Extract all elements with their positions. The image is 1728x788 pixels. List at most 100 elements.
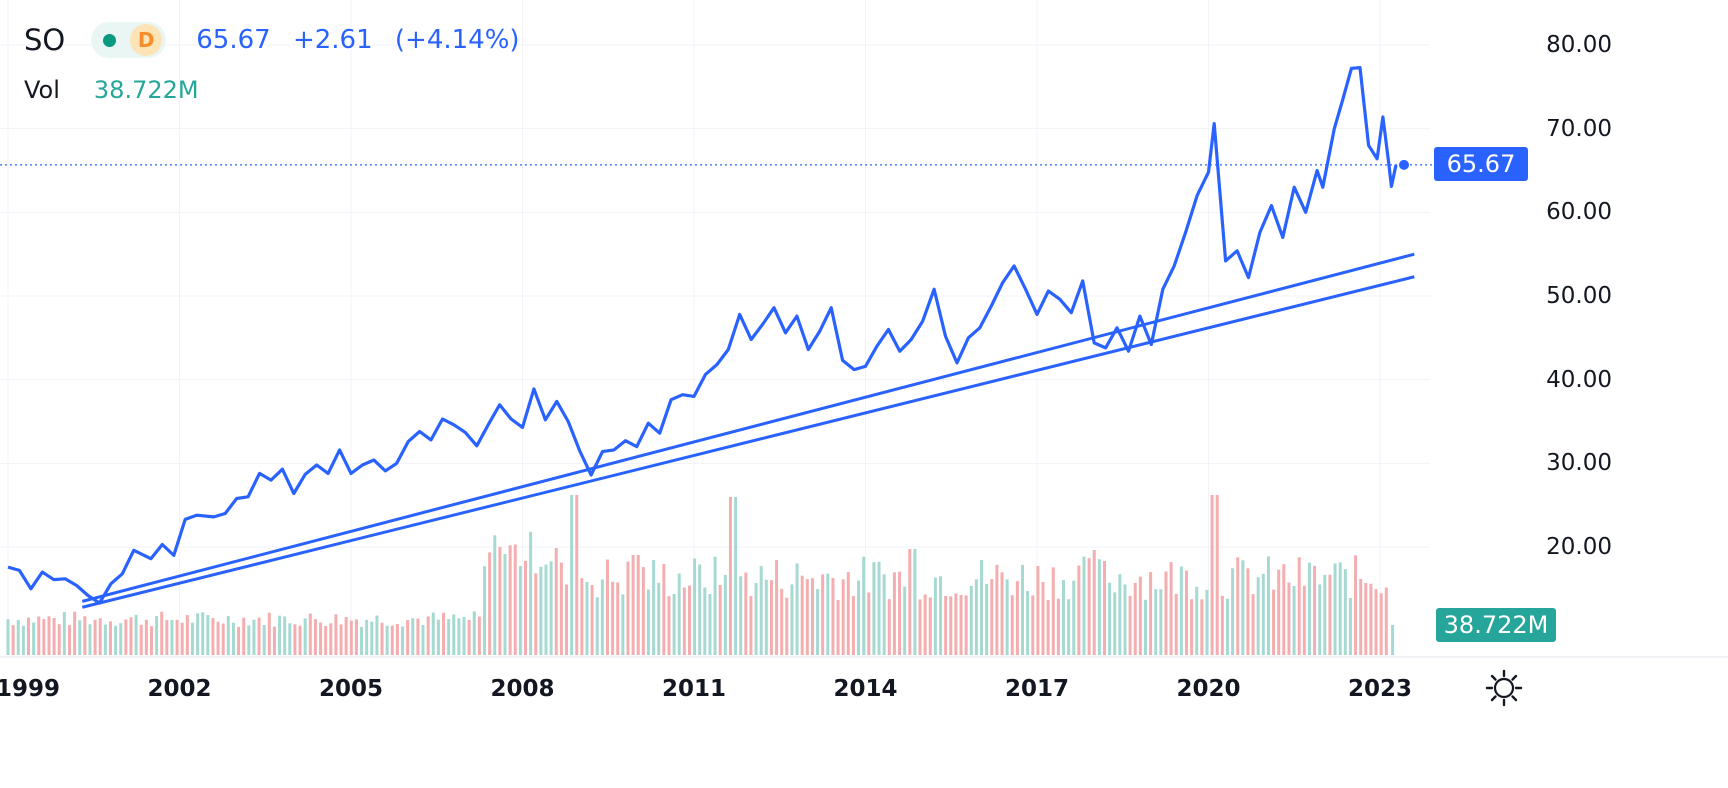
volume-bar bbox=[1297, 557, 1301, 655]
volume-bar bbox=[103, 624, 107, 655]
volume-bar bbox=[1251, 594, 1255, 655]
volume-bar bbox=[313, 619, 317, 655]
volume-bar bbox=[605, 559, 609, 655]
price-tick-label: 70.00 bbox=[1546, 115, 1612, 142]
volume-bar bbox=[913, 549, 917, 655]
volume-bar bbox=[544, 564, 548, 655]
volume-bar bbox=[431, 612, 435, 655]
volume-bar bbox=[1272, 589, 1276, 655]
price-tick-label: 40.00 bbox=[1546, 366, 1612, 393]
volume-bar bbox=[114, 625, 118, 655]
volume-bar bbox=[672, 593, 676, 655]
volume-bar bbox=[1174, 593, 1178, 655]
volume-bar bbox=[1200, 599, 1204, 655]
interval-badge[interactable]: D bbox=[130, 24, 163, 56]
volume-bar bbox=[462, 616, 466, 655]
volume-bar bbox=[37, 616, 41, 655]
volume-bar bbox=[872, 562, 876, 655]
volume-bar bbox=[196, 613, 200, 655]
ticker-symbol[interactable]: SO bbox=[24, 23, 66, 57]
volume-bar bbox=[892, 572, 896, 655]
volume-bar bbox=[1143, 599, 1147, 655]
price-tick-label: 60.00 bbox=[1546, 199, 1612, 226]
volume-bar bbox=[201, 612, 205, 655]
volume-bar bbox=[11, 625, 15, 655]
volume-bar bbox=[488, 552, 492, 655]
volume-bar bbox=[221, 623, 225, 655]
volume-bar bbox=[959, 594, 963, 655]
volume-bar bbox=[759, 566, 763, 655]
status-pill[interactable]: D bbox=[91, 22, 167, 58]
volume-bar bbox=[1041, 582, 1045, 655]
volume-bar bbox=[954, 593, 958, 655]
volume-bar bbox=[611, 581, 615, 655]
volume-bar bbox=[390, 625, 394, 655]
volume-bar bbox=[1000, 572, 1004, 655]
volume-bar bbox=[1102, 560, 1106, 655]
volume-bar bbox=[442, 612, 446, 655]
volume-bar bbox=[426, 616, 430, 655]
volume-bar bbox=[165, 619, 169, 655]
last-volume-badge: 38.722M bbox=[1436, 608, 1556, 642]
time-tick-label: 2014 bbox=[833, 676, 898, 702]
volume-bar bbox=[26, 617, 30, 655]
volume-bar bbox=[47, 616, 51, 655]
volume-bar bbox=[395, 624, 399, 655]
volume-bar bbox=[728, 497, 732, 655]
price-line bbox=[7, 66, 1398, 605]
volume-bar bbox=[903, 586, 907, 655]
volume-bar bbox=[626, 561, 630, 655]
volume-bar bbox=[1292, 585, 1296, 655]
volume-bar bbox=[882, 574, 886, 655]
volume-bar bbox=[974, 579, 978, 655]
volume-bar bbox=[549, 561, 553, 655]
volume-bar bbox=[631, 555, 635, 655]
volume-bar bbox=[1266, 556, 1270, 655]
price-tick-label: 30.00 bbox=[1546, 450, 1612, 477]
quote: 65.67 +2.61 (+4.14%) bbox=[196, 25, 533, 55]
time-tick-label: 2002 bbox=[147, 676, 212, 702]
volume-bar bbox=[185, 615, 189, 655]
volume-bar bbox=[88, 624, 92, 655]
volume-bar bbox=[401, 626, 405, 655]
volume-bar bbox=[170, 619, 174, 655]
volume-bar bbox=[1062, 580, 1066, 655]
volume-bar bbox=[252, 619, 256, 655]
volume-bar bbox=[262, 624, 266, 655]
volume-bar bbox=[1307, 562, 1311, 655]
volume-bar bbox=[918, 599, 922, 655]
price-tick-label: 80.00 bbox=[1546, 32, 1612, 58]
volume-bar bbox=[237, 626, 241, 655]
volume-bar bbox=[518, 565, 522, 655]
volume-bar bbox=[682, 587, 686, 655]
gear-icon[interactable] bbox=[1484, 668, 1524, 708]
volume-bar bbox=[908, 549, 912, 655]
volume-bar bbox=[1236, 557, 1240, 655]
volume-bar bbox=[1067, 599, 1071, 655]
volume-bar bbox=[1026, 590, 1030, 655]
volume-bar bbox=[559, 562, 563, 655]
volume-bar bbox=[42, 619, 46, 655]
volume-bar bbox=[995, 564, 999, 655]
volume-bar bbox=[457, 618, 461, 655]
trendline bbox=[81, 275, 1415, 609]
volume-bar bbox=[155, 616, 159, 655]
volume-bar bbox=[1087, 558, 1091, 655]
volume-label: Vol bbox=[24, 76, 60, 104]
volume-bar bbox=[119, 623, 123, 655]
volume-bar bbox=[272, 626, 276, 655]
volume-bar bbox=[923, 594, 927, 655]
volume-bar bbox=[887, 599, 891, 655]
price-change: +2.61 bbox=[292, 25, 373, 55]
volume-bar bbox=[1354, 555, 1358, 655]
volume-bar bbox=[380, 622, 384, 655]
volume-bar bbox=[641, 567, 645, 655]
volume-bar bbox=[749, 596, 753, 655]
volume-bar bbox=[1246, 568, 1250, 655]
volume-bar bbox=[1072, 580, 1076, 655]
volume-bar bbox=[652, 560, 656, 655]
volume-bar bbox=[1282, 564, 1286, 655]
volume-bar bbox=[324, 625, 328, 655]
